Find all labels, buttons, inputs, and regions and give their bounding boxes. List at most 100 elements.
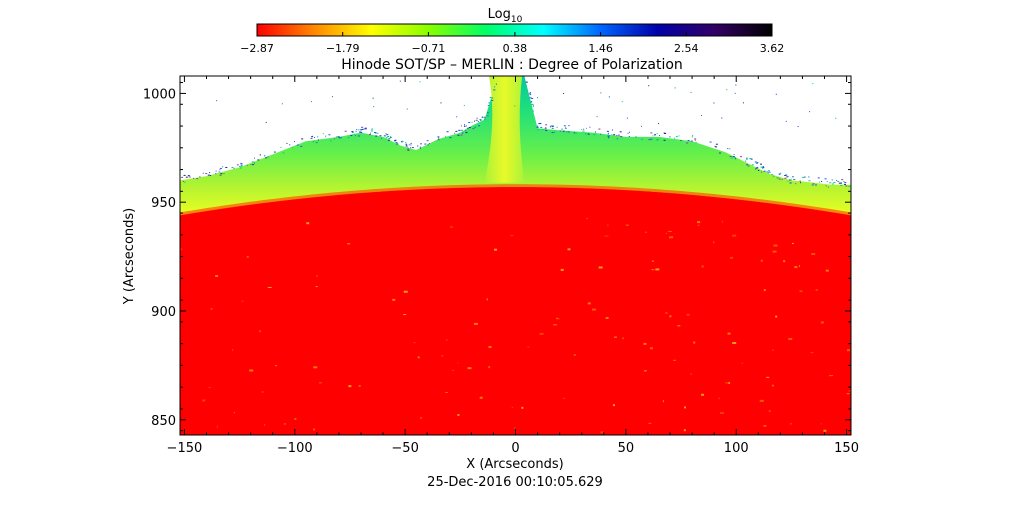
noise-pixel	[207, 174, 210, 176]
noise-pixel	[838, 182, 841, 184]
speckle	[514, 427, 516, 430]
noise-pixel	[455, 130, 458, 132]
noise-pixel	[787, 176, 789, 178]
jet-region	[484, 76, 525, 183]
noise-pixel	[621, 137, 623, 139]
noise-pixel	[265, 121, 267, 123]
noise-pixel	[756, 166, 759, 168]
noise-pixel	[417, 145, 419, 147]
noise-pixel	[574, 132, 577, 134]
noise-pixel	[458, 129, 461, 131]
noise-pixel	[563, 93, 565, 95]
speckle	[771, 384, 774, 387]
noise-pixel	[465, 129, 467, 131]
noise-pixel	[250, 164, 252, 166]
noise-pixel	[283, 152, 285, 154]
noise-pixel	[491, 99, 494, 101]
noise-pixel	[289, 144, 291, 146]
noise-pixel	[457, 134, 460, 136]
speckle	[820, 321, 824, 324]
colorbar-label: Log10	[488, 7, 523, 25]
solar-disk-region	[180, 186, 851, 435]
noise-pixel	[650, 138, 653, 140]
noise-pixel	[694, 138, 697, 140]
noise-pixel	[185, 176, 188, 178]
noise-pixel	[687, 140, 690, 142]
speckle	[521, 406, 524, 409]
noise-pixel	[616, 138, 618, 140]
noise-pixel	[650, 132, 653, 134]
speckle	[264, 423, 266, 426]
speckle	[479, 396, 483, 399]
noise-pixel	[767, 170, 770, 172]
speckle	[665, 312, 668, 315]
noise-pixel	[419, 81, 421, 83]
noise-pixel	[581, 129, 583, 131]
noise-pixel	[225, 166, 228, 168]
speckle	[563, 397, 566, 399]
colorbar: −2.87 −1.79 −0.71 0.38 1.46 2.54 3.62 Log10	[240, 7, 784, 55]
noise-pixel	[718, 152, 721, 154]
speckle	[662, 400, 664, 403]
noise-pixel	[627, 132, 629, 134]
noise-pixel	[361, 126, 364, 128]
noise-pixel	[831, 179, 833, 181]
limb-band	[180, 184, 851, 216]
noise-pixel	[733, 157, 736, 159]
noise-pixel	[829, 182, 832, 184]
speckle	[585, 218, 588, 220]
noise-pixel	[562, 130, 565, 132]
noise-pixel	[791, 176, 794, 178]
noise-pixel	[695, 141, 697, 143]
speckle	[732, 234, 737, 237]
y-tick-label: 900	[151, 305, 176, 320]
speckle	[208, 387, 211, 389]
noise-pixel	[385, 133, 387, 135]
noise-pixel	[785, 173, 787, 175]
noise-pixel	[252, 164, 255, 166]
noise-pixel	[514, 105, 516, 107]
speckle	[815, 289, 818, 291]
noise-pixel	[825, 185, 827, 187]
noise-pixel	[790, 178, 792, 180]
noise-pixel	[587, 133, 590, 135]
noise-pixel	[322, 133, 324, 135]
noise-pixel	[532, 110, 534, 112]
noise-pixel	[335, 136, 338, 138]
noise-pixel	[567, 131, 570, 133]
noise-pixel	[370, 130, 373, 132]
noise-pixel	[564, 127, 567, 129]
noise-pixel	[691, 136, 693, 138]
noise-pixel	[529, 92, 531, 94]
noise-pixel	[239, 165, 241, 167]
noise-pixel	[220, 173, 223, 175]
noise-pixel	[488, 102, 490, 104]
noise-pixel	[424, 143, 427, 145]
noise-pixel	[410, 147, 412, 149]
noise-pixel	[355, 135, 357, 137]
noise-pixel	[494, 86, 496, 88]
noise-pixel	[582, 130, 585, 132]
noise-pixel	[337, 136, 340, 138]
noise-pixel	[821, 180, 823, 182]
noise-pixel	[778, 178, 781, 180]
noise-pixel	[351, 130, 354, 132]
noise-pixel	[493, 89, 496, 91]
noise-pixel	[286, 142, 288, 144]
noise-pixel	[462, 129, 464, 131]
noise-pixel	[184, 181, 186, 183]
noise-pixel	[818, 181, 820, 183]
noise-pixel	[264, 155, 266, 157]
speckle	[701, 265, 704, 268]
noise-pixel	[532, 104, 534, 106]
noise-pixel	[181, 176, 184, 178]
noise-pixel	[495, 83, 497, 85]
speckle	[392, 298, 396, 301]
noise-pixel	[663, 139, 666, 141]
noise-pixel	[766, 171, 768, 173]
noise-pixel	[674, 87, 676, 89]
noise-pixel	[240, 166, 243, 168]
speckle	[467, 367, 472, 370]
speckle	[605, 316, 609, 319]
noise-pixel	[373, 106, 375, 108]
